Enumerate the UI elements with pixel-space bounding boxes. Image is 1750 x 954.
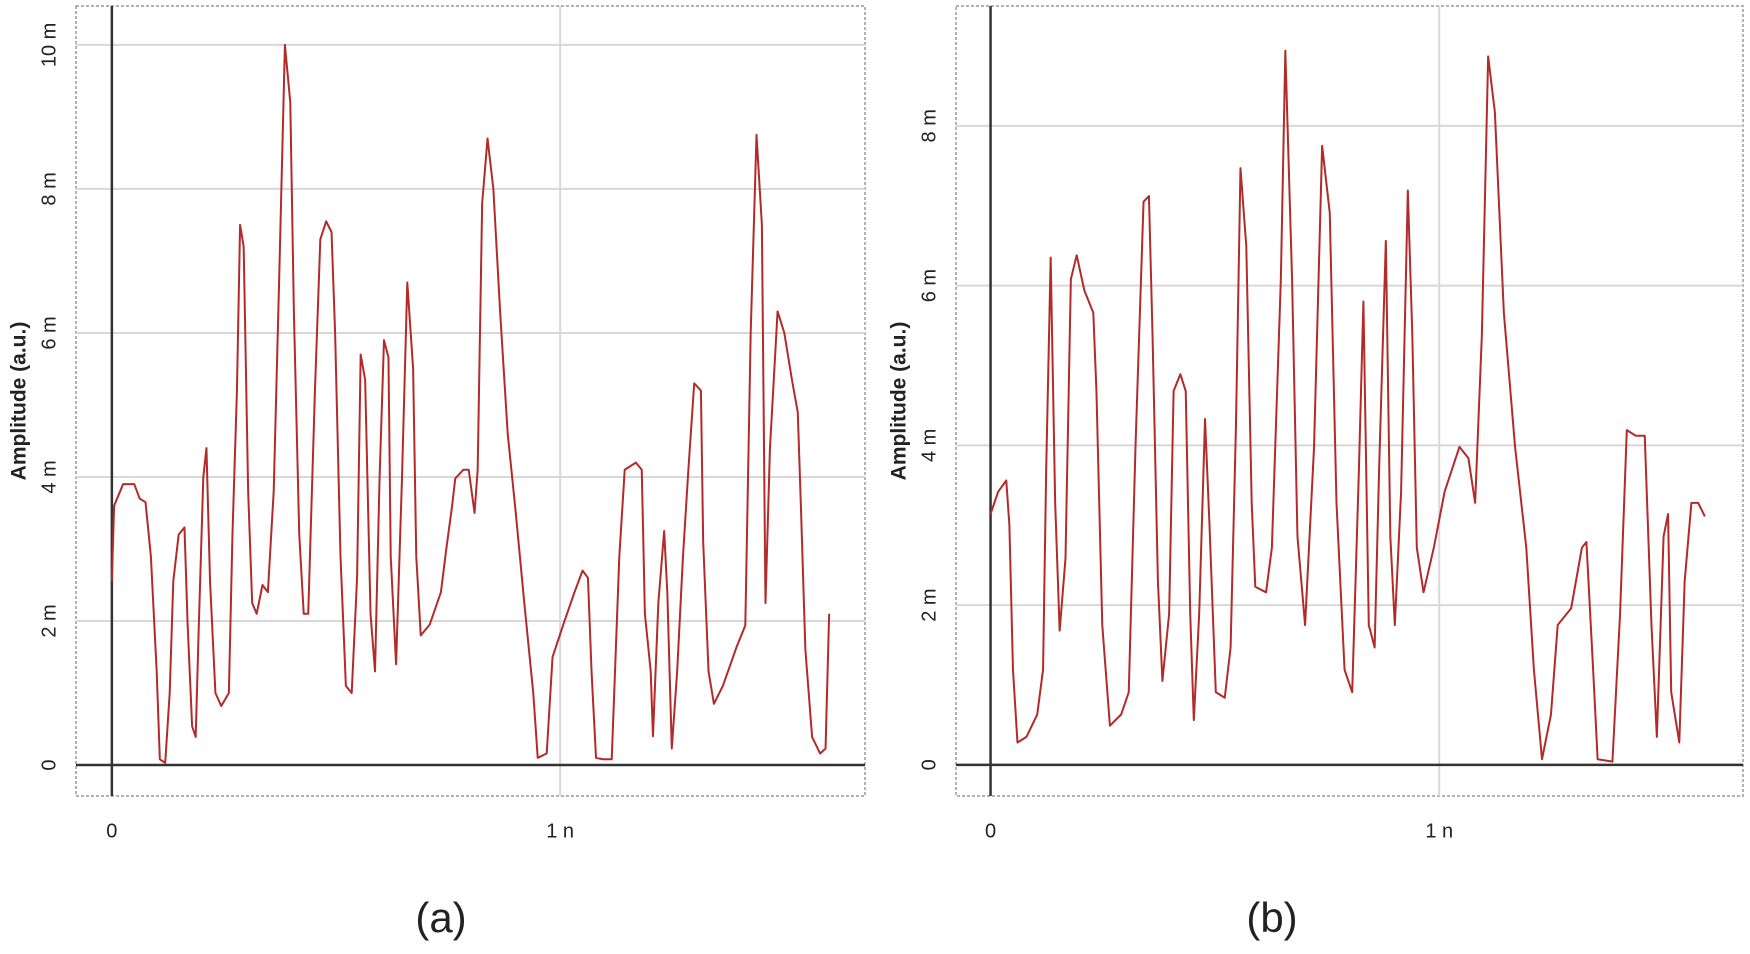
y-axis-label: Amplitude (a.u.) <box>8 322 31 481</box>
chart-panel: 0 2 m 4 m 6 m 8 m 0 1 n Amplitude (a.u.) (b) <box>888 5 1744 941</box>
y-tick-label: 0 <box>38 759 60 770</box>
signal-line <box>989 49 1706 763</box>
y-tick-label: 2 m <box>918 588 940 621</box>
y-tick-label: 8 m <box>38 172 60 205</box>
y-tick-label: 4 m <box>918 429 940 462</box>
x-tick-label: 1 n <box>546 820 574 842</box>
y-tick-label: 8 m <box>918 109 940 142</box>
panel-caption: (b) <box>1246 894 1297 941</box>
y-tick-label: 0 <box>918 759 940 770</box>
y-tick-label: 2 m <box>38 604 60 637</box>
chart-panel: 0 2 m 4 m 6 m 8 m 10 m 0 1 n Amplitude (a.u.) (a) <box>8 5 866 941</box>
x-tick-label: 0 <box>985 820 996 842</box>
x-tick-label: 0 <box>106 820 117 842</box>
y-tick-label: 6 m <box>38 316 60 349</box>
plot-frame <box>955 5 1744 797</box>
y-axis-label: Amplitude (a.u.) <box>888 322 911 481</box>
signal-line <box>110 43 831 764</box>
panel-caption: (a) <box>415 894 466 941</box>
y-tick-label: 6 m <box>918 269 940 302</box>
y-tick-label: 4 m <box>38 460 60 493</box>
y-tick-label: 10 m <box>38 23 60 67</box>
plot-frame <box>75 5 866 797</box>
x-tick-label: 1 n <box>1425 820 1453 842</box>
